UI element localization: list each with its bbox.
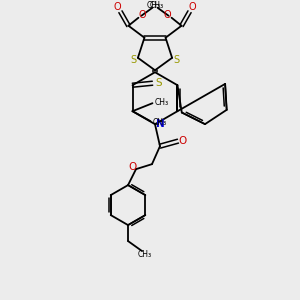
Text: CH₃: CH₃ bbox=[154, 98, 169, 107]
Text: CH₃: CH₃ bbox=[149, 1, 164, 10]
Text: O: O bbox=[114, 2, 121, 12]
Text: S: S bbox=[131, 55, 137, 65]
Text: N: N bbox=[156, 119, 164, 129]
Text: O: O bbox=[164, 10, 171, 20]
Text: S: S bbox=[155, 78, 162, 88]
Text: CH₃: CH₃ bbox=[152, 118, 167, 127]
Text: O: O bbox=[139, 10, 146, 20]
Text: O: O bbox=[189, 2, 196, 12]
Text: CH₃: CH₃ bbox=[138, 250, 152, 259]
Text: O: O bbox=[128, 162, 136, 172]
Text: CH₃: CH₃ bbox=[146, 1, 161, 10]
Text: S: S bbox=[173, 55, 179, 65]
Text: O: O bbox=[179, 136, 187, 146]
